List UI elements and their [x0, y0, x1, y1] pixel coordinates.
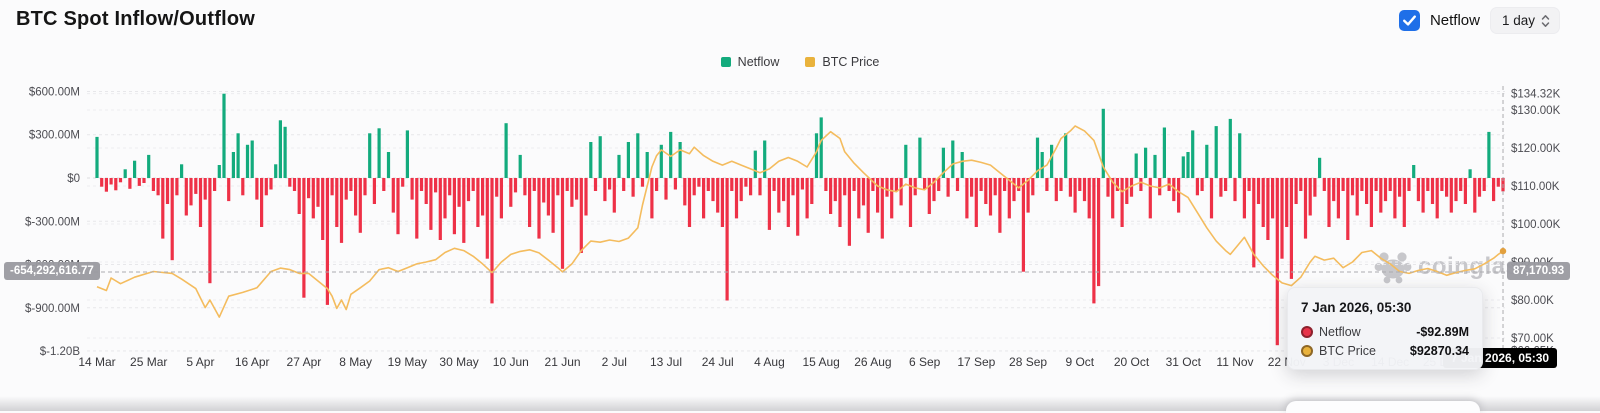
svg-text:27 Apr: 27 Apr — [287, 355, 322, 369]
svg-text:$110.00K: $110.00K — [1511, 181, 1560, 193]
legend-btc-price-label: BTC Price — [822, 55, 880, 69]
tooltip-row-btc-price: BTC Price $92870.34 — [1301, 344, 1469, 358]
svg-text:20 Oct: 20 Oct — [1114, 355, 1150, 369]
netflow-checkbox[interactable] — [1398, 10, 1420, 31]
svg-text:26 Aug: 26 Aug — [854, 355, 891, 369]
svg-text:9 Oct: 9 Oct — [1065, 355, 1094, 369]
svg-text:5 Apr: 5 Apr — [186, 355, 214, 369]
svg-text:$130.00K: $130.00K — [1511, 105, 1561, 117]
svg-text:13 Jul: 13 Jul — [650, 355, 682, 369]
tooltip-btc-price-value: $92870.34 — [1409, 344, 1469, 358]
svg-text:28 Sep: 28 Sep — [1009, 355, 1047, 369]
tooltip-netflow-label: Netflow — [1319, 325, 1361, 339]
svg-text:10 Jun: 10 Jun — [493, 355, 529, 369]
svg-text:6 Sep: 6 Sep — [909, 355, 941, 369]
svg-text:30 May: 30 May — [439, 355, 478, 369]
btc-price-dot-icon — [1301, 345, 1313, 357]
page-title: BTC Spot Inflow/Outflow — [16, 8, 255, 30]
tooltip-date: 7 Jan 2026, 05:30 — [1301, 300, 1412, 315]
svg-text:19 May: 19 May — [388, 355, 427, 369]
interval-selected-value: 1 day — [1501, 13, 1535, 28]
coinglass-paw-icon — [1374, 252, 1412, 284]
interval-select[interactable]: 1 day — [1489, 7, 1560, 34]
svg-text:$0: $0 — [67, 173, 80, 185]
right-axis-crosshair-badge: 87,170.93 — [1507, 262, 1571, 280]
svg-text:$120.00K: $120.00K — [1511, 143, 1561, 155]
btc-price-swatch-icon — [805, 57, 816, 67]
svg-text:24 Jul: 24 Jul — [702, 355, 734, 369]
svg-text:25 Mar: 25 Mar — [130, 355, 167, 369]
chart-controls: Netflow 1 day — [1398, 7, 1560, 34]
legend-item-btc-price[interactable]: BTC Price — [805, 55, 879, 69]
svg-text:2 Jul: 2 Jul — [602, 355, 627, 369]
tooltip-row-netflow: Netflow -$92.89M — [1301, 325, 1469, 339]
svg-text:$300.00M: $300.00M — [29, 130, 80, 142]
bottom-shadow-divider — [0, 396, 1600, 411]
svg-text:$80.00K: $80.00K — [1511, 295, 1554, 307]
chevron-up-down-icon — [1541, 14, 1550, 27]
price-current-dot — [1499, 247, 1507, 255]
svg-text:31 Oct: 31 Oct — [1166, 355, 1202, 369]
lower-panel-top-edge — [1286, 401, 1480, 413]
checkmark-icon — [1398, 10, 1420, 31]
svg-text:$-1.20B: $-1.20B — [40, 346, 81, 358]
btc-price-line — [96, 125, 1504, 318]
tooltip-netflow-value: -$92.89M — [1416, 325, 1469, 339]
svg-text:$-300.00M: $-300.00M — [25, 216, 80, 228]
svg-text:15 Aug: 15 Aug — [802, 355, 839, 369]
svg-text:$100.00K: $100.00K — [1511, 219, 1561, 231]
svg-text:17 Sep: 17 Sep — [957, 355, 995, 369]
svg-text:16 Apr: 16 Apr — [235, 355, 270, 369]
svg-text:$134.32K: $134.32K — [1511, 89, 1561, 101]
crosshair-lines — [87, 86, 1505, 352]
svg-text:$-900.00M: $-900.00M — [25, 303, 80, 315]
chart-legend: Netflow BTC Price — [0, 55, 1600, 69]
left-axis-crosshair-badge: -654,292,616.77 — [4, 262, 100, 280]
svg-text:21 Jun: 21 Jun — [545, 355, 581, 369]
chart-tooltip: 7 Jan 2026, 05:30 Netflow -$92.89M BTC P… — [1287, 287, 1483, 370]
svg-text:4 Aug: 4 Aug — [754, 355, 785, 369]
legend-netflow-label: Netflow — [737, 55, 780, 69]
netflow-toggle-label[interactable]: Netflow — [1429, 12, 1480, 29]
legend-item-netflow[interactable]: Netflow — [720, 55, 780, 69]
svg-text:$600.00M: $600.00M — [29, 86, 80, 98]
svg-text:14 Mar: 14 Mar — [78, 355, 115, 369]
svg-text:8 May: 8 May — [339, 355, 372, 369]
tooltip-btc-price-label: BTC Price — [1319, 344, 1376, 358]
svg-text:$70.00K: $70.00K — [1511, 333, 1554, 345]
svg-text:11 Nov: 11 Nov — [1216, 355, 1253, 369]
netflow-dot-icon — [1301, 326, 1313, 338]
netflow-swatch-icon — [720, 57, 731, 67]
